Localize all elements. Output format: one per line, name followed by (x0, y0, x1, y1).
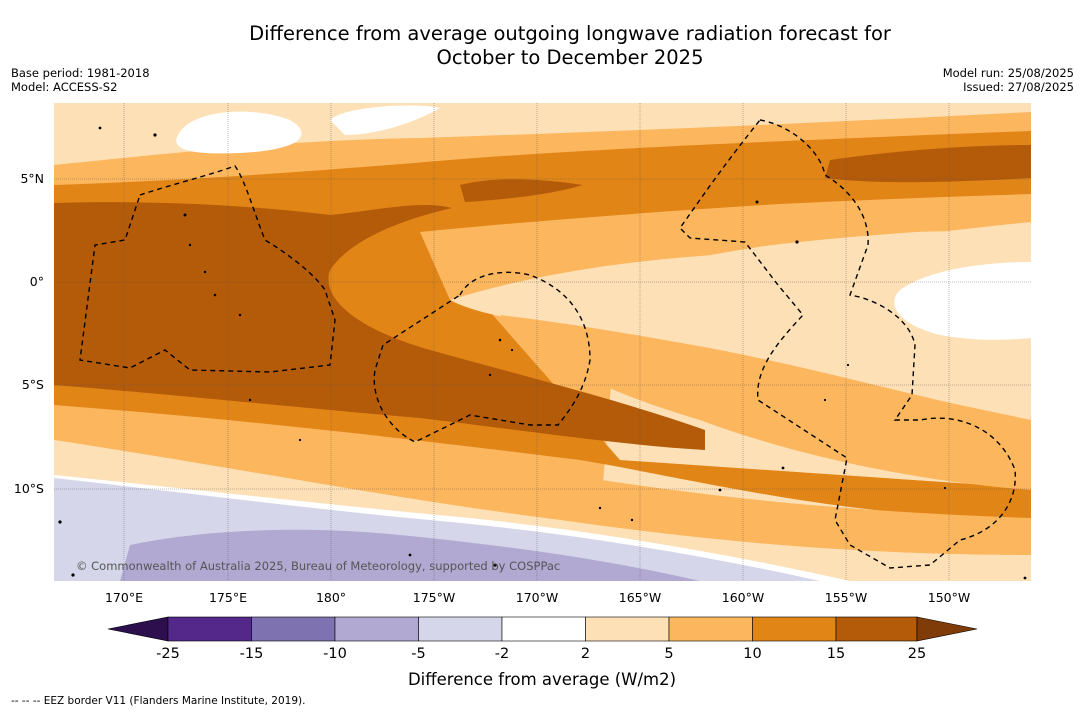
issued-date: Issued: 27/08/2025 (963, 80, 1074, 94)
colorbar-tick-n25: -25 (156, 646, 180, 662)
title-line-1: Difference from average outgoing longwav… (249, 22, 891, 45)
graticule (54, 103, 1031, 581)
colorbar-segment-neutral (501, 616, 586, 642)
map-area: © Commonwealth of Australia 2025, Bureau… (54, 103, 1031, 581)
attribution: © Commonwealth of Australia 2025, Bureau… (76, 559, 560, 573)
band-p5-south-tongue (500, 315, 1031, 490)
band-p2-central (450, 222, 1031, 420)
colorbar-segment-p2 (585, 616, 670, 642)
colorbar-segment-n15 (251, 616, 336, 642)
colorbar-tick-n10: -10 (323, 646, 347, 662)
lon-label-155w: 155°W (825, 590, 867, 605)
colorbar: -25 -15 -10 -5 -2 2 5 10 15 25 Differenc… (107, 616, 978, 689)
base-period: Base period: 1981-2018 (11, 66, 150, 80)
colorbar-segment-n5 (418, 616, 503, 642)
eez-border-west (79, 165, 336, 373)
band-neutral-north (176, 111, 302, 154)
islands (58, 126, 1027, 580)
colorbar-segment-n10 (334, 616, 419, 642)
colorbar-tick-p2: 2 (581, 646, 590, 662)
colorbar-ticks: -25 -15 -10 -5 -2 2 5 10 15 25 (156, 646, 926, 662)
colorbar-tick-n2: -2 (495, 646, 509, 662)
lon-label-165w: 165°W (619, 590, 661, 605)
lat-label-5s: 5°S (22, 377, 44, 392)
colorbar-segment-p10 (752, 616, 837, 642)
eez-legend: -- -- -- EEZ border V11 (Flanders Marine… (11, 695, 306, 707)
band-neutral-east (894, 262, 1031, 340)
base-info: Base period: 1981-2018 Model: ACCESS-S2 (11, 66, 150, 94)
band-p15-west (54, 202, 705, 450)
eez-border-central (373, 271, 591, 443)
colorbar-arrow-above (916, 616, 978, 642)
chart-title: Difference from average outgoing longwav… (0, 22, 1085, 70)
colorbar-label: Difference from average (W/m2) (408, 670, 676, 689)
lat-label-5n: 5°N (20, 171, 44, 186)
colorbar-arrow-below (107, 616, 169, 642)
lat-labels: 5°N 0° 5°S 10°S (14, 171, 44, 496)
colorbar-segment-p15 (835, 616, 918, 642)
lon-labels: 170°E 175°E 180° 175°W 170°W 165°W 160°W… (105, 590, 970, 605)
band-p15-blob-east (825, 145, 1031, 183)
lon-label-160w: 160°W (722, 590, 764, 605)
colorbar-tick-n15: -15 (240, 646, 264, 662)
lat-label-0: 0° (30, 274, 44, 289)
colorbar-segment-n25 (167, 616, 252, 642)
colorbar-tick-p15: 15 (827, 646, 845, 662)
lon-label-150w: 150°W (928, 590, 970, 605)
band-p5-south (54, 405, 1031, 555)
lat-label-10s: 10°S (14, 481, 44, 496)
colorbar-tick-p5: 5 (664, 646, 673, 662)
band-neutral-north-2 (330, 105, 440, 135)
lon-label-170e: 170°E (105, 590, 143, 605)
colorbar-tick-p25: 25 (908, 646, 926, 662)
colorbar-segment-p5 (668, 616, 753, 642)
band-p15-blob-central (460, 179, 583, 202)
model-name: Model: ACCESS-S2 (11, 80, 118, 94)
eez-borders (79, 119, 1016, 569)
lon-label-175w: 175°W (413, 590, 455, 605)
eez-border-east (679, 119, 1016, 569)
lon-label-170w: 170°W (516, 590, 558, 605)
run-info: Model run: 25/08/2025 Issued: 27/08/2025 (943, 66, 1074, 94)
lon-label-180: 180° (316, 590, 346, 605)
colorbar-tick-p10: 10 (743, 646, 761, 662)
lon-label-175e: 175°E (209, 590, 247, 605)
title-line-2: October to December 2025 (436, 46, 704, 69)
colorbar-tick-n5: -5 (411, 646, 425, 662)
model-run-date: Model run: 25/08/2025 (942, 66, 1074, 80)
